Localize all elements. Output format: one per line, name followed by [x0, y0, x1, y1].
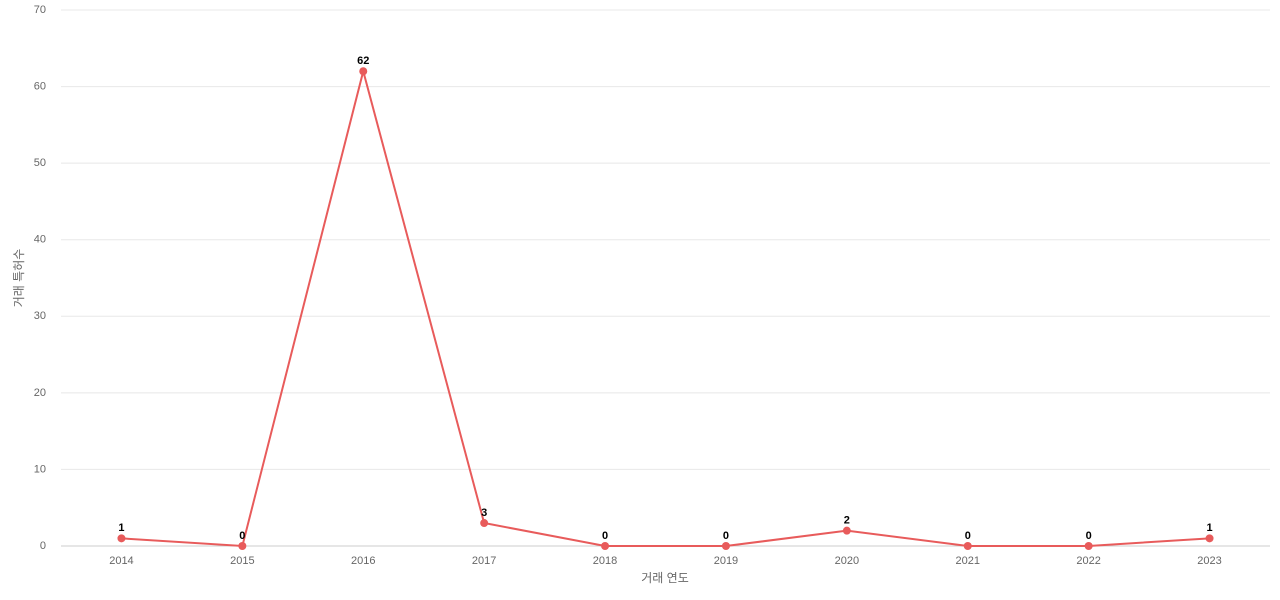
- y-tick-label: 30: [34, 310, 46, 322]
- x-tick-label: 2023: [1197, 555, 1221, 567]
- value-label: 0: [723, 530, 729, 542]
- y-axis-title: 거래 특허수: [12, 249, 26, 308]
- point: [238, 542, 247, 550]
- point: [721, 542, 730, 550]
- value-label: 0: [602, 530, 608, 542]
- x-tick-label: 2015: [230, 555, 254, 567]
- y-tick-label: 60: [34, 80, 46, 92]
- point: [963, 542, 972, 550]
- point: [1084, 542, 1093, 550]
- value-label: 0: [239, 530, 245, 542]
- x-tick-label: 2014: [109, 555, 133, 567]
- point: [601, 542, 610, 550]
- x-axis-title: 거래 연도: [641, 571, 689, 585]
- x-tick-label: 2016: [351, 555, 375, 567]
- value-label: 0: [1086, 530, 1092, 542]
- x-tick-label: 2021: [956, 555, 980, 567]
- value-label: 0: [965, 530, 971, 542]
- y-tick-label: 50: [34, 157, 46, 169]
- value-label: 1: [1206, 522, 1212, 534]
- y-tick-label: 0: [40, 540, 46, 552]
- y-tick-label: 40: [34, 234, 46, 246]
- y-tick-label: 20: [34, 387, 46, 399]
- x-tick-label: 2019: [714, 555, 738, 567]
- point: [117, 534, 126, 543]
- value-label: 2: [844, 515, 850, 527]
- x-tick-label: 2018: [593, 555, 617, 567]
- line: [121, 67, 1210, 548]
- point: [842, 526, 851, 535]
- point: [1205, 534, 1214, 543]
- x-tick-label: 2017: [472, 555, 496, 567]
- point: [359, 67, 368, 76]
- x-tick-label: 2022: [1076, 555, 1100, 567]
- point: [480, 519, 489, 528]
- y-tick-label: 70: [34, 4, 46, 16]
- x-tick-label: 2020: [835, 555, 859, 567]
- value-label: 62: [357, 55, 369, 67]
- y-tick-label: 10: [34, 463, 46, 475]
- value-label: 3: [481, 507, 487, 519]
- value-label: 1: [118, 522, 124, 534]
